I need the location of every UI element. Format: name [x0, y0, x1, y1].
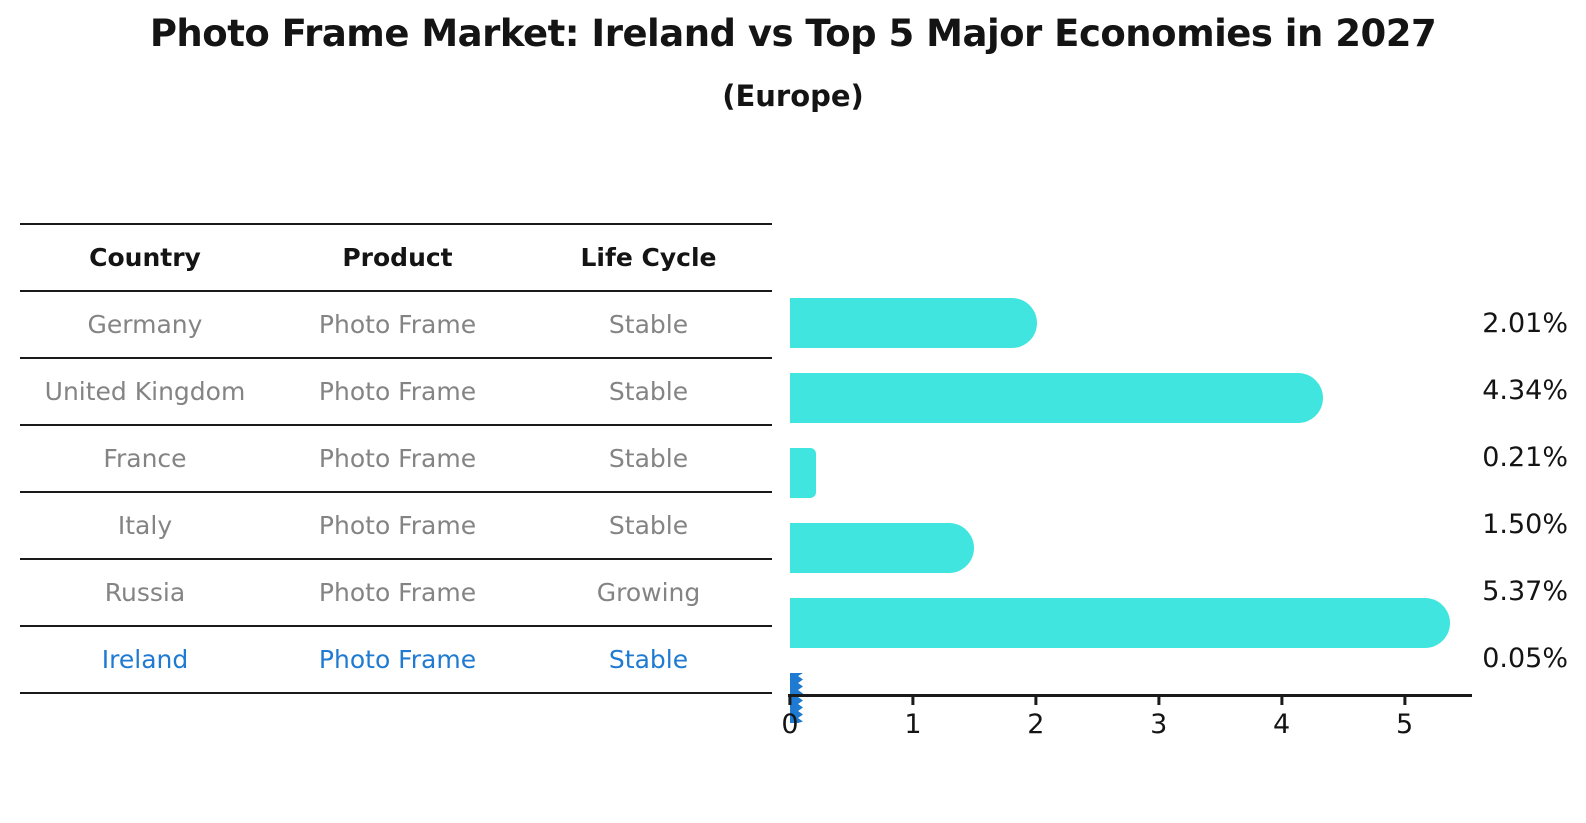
table-header-row: Country Product Life Cycle [20, 225, 772, 292]
tick-label: 4 [1273, 709, 1291, 740]
tick-mark [1157, 694, 1161, 705]
country-cell: United Kingdom [44, 377, 246, 406]
product-cell: Photo Frame [318, 511, 477, 540]
bar-united-kingdom [790, 373, 1324, 423]
table-row: Ireland Photo Frame Stable [20, 627, 772, 694]
value-labels: 2.01% 4.34% 0.21% 1.50% 5.37% 0.05% [1466, 290, 1568, 692]
value-label: 5.37% [1482, 576, 1568, 607]
lifecycle-cell: Stable [608, 444, 689, 473]
lifecycle-cell: Growing [596, 578, 701, 607]
product-cell: Photo Frame [318, 578, 477, 607]
country-cell: Italy [117, 511, 173, 540]
product-cell: Photo Frame [318, 645, 477, 674]
bar-row [790, 598, 1466, 665]
country-table: Country Product Life Cycle Germany Photo… [20, 223, 772, 694]
x-tick: 5 [1396, 694, 1413, 740]
country-cell: Germany [87, 310, 203, 339]
table-row: Russia Photo Frame Growing [20, 560, 772, 627]
bar-row [790, 523, 1466, 590]
table-row: Italy Photo Frame Stable [20, 493, 772, 560]
lifecycle-cell: Stable [608, 645, 689, 674]
bar-row [790, 673, 1466, 740]
chart-subtitle: (Europe) [722, 79, 864, 113]
value-label: 0.05% [1482, 643, 1568, 674]
tick-mark [1280, 694, 1284, 705]
product-cell: Photo Frame [318, 377, 477, 406]
tick-label: 2 [1027, 709, 1045, 740]
tick-label: 3 [1150, 709, 1168, 740]
x-tick: 4 [1273, 694, 1290, 740]
table-row: United Kingdom Photo Frame Stable [20, 359, 772, 426]
lifecycle-cell: Stable [608, 511, 689, 540]
tick-mark [911, 694, 915, 705]
bar-russia [790, 598, 1451, 648]
header-country: Country [89, 243, 201, 272]
value-label: 0.21% [1482, 442, 1568, 473]
value-label: 2.01% [1482, 308, 1568, 339]
bar-row [790, 373, 1466, 440]
header-lifecycle: Life Cycle [580, 243, 717, 272]
product-cell: Photo Frame [318, 444, 477, 473]
tick-label: 5 [1395, 709, 1414, 740]
value-label: 1.50% [1482, 509, 1568, 540]
bar-row [790, 448, 1466, 515]
value-label: 4.34% [1482, 375, 1568, 406]
bar-germany [790, 298, 1038, 348]
header-product: Product [342, 243, 453, 272]
country-cell: France [103, 444, 187, 473]
lifecycle-cell: Stable [608, 310, 689, 339]
country-cell: Russia [104, 578, 186, 607]
country-cell: Ireland [101, 645, 189, 674]
bar-italy [790, 523, 975, 573]
lifecycle-cell: Stable [608, 377, 689, 406]
x-axis-ticks: 0 1 2 3 4 5 [781, 694, 1466, 744]
product-cell: Photo Frame [318, 310, 477, 339]
x-axis [788, 694, 1472, 697]
chart-title: Photo Frame Market: Ireland vs Top 5 Maj… [149, 12, 1437, 55]
tick-mark [1403, 694, 1407, 705]
tick-label: 0 [781, 709, 799, 740]
bar-france [790, 448, 816, 498]
x-tick: 0 [781, 694, 799, 740]
x-tick: 3 [1150, 694, 1167, 740]
table-row: Germany Photo Frame Stable [20, 292, 772, 359]
tick-mark [1034, 694, 1038, 705]
bar-chart [790, 290, 1466, 723]
tick-label: 1 [904, 709, 922, 740]
tick-mark [788, 694, 792, 705]
table-row: France Photo Frame Stable [20, 426, 772, 493]
x-tick: 2 [1027, 694, 1044, 740]
bar-row [790, 298, 1466, 365]
x-tick: 1 [904, 694, 922, 740]
